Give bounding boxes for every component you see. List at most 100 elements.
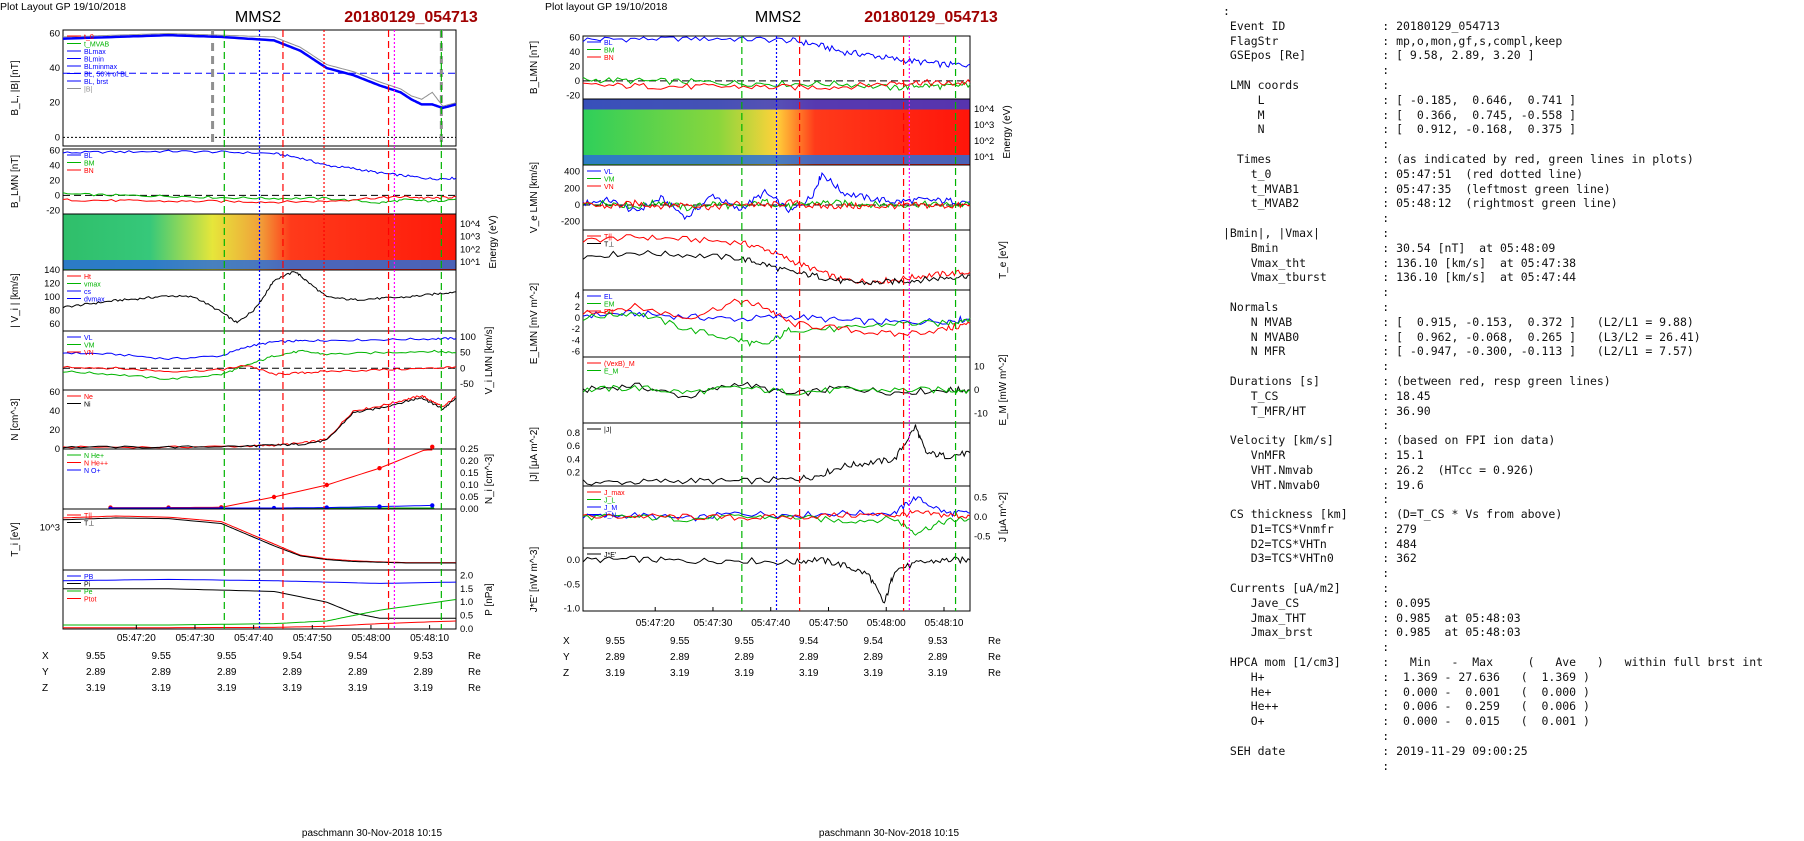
series-line-em: [582, 311, 971, 348]
series-line-t: [62, 517, 456, 564]
summary-line: Jave_CS : 0.095: [1223, 595, 1431, 610]
legend-entry: BLmin: [84, 57, 104, 64]
position-value: 2.89: [670, 652, 690, 663]
summary-line: Bmin : 30.54 [nT] at 05:48:09: [1223, 240, 1556, 255]
y-tick-label: 0.05: [460, 492, 479, 503]
position-unit: Re: [468, 651, 481, 662]
position-value: 3.19: [864, 668, 884, 679]
summary-line: N MFR : [ -0.947, -0.300, -0.113 ] (L2/L…: [1223, 344, 1694, 359]
summary-line: Currents [uA/m2] :: [1223, 581, 1390, 596]
position-value: 9.54: [348, 651, 368, 662]
legend-entry: cs: [84, 289, 92, 296]
legend-entry: BN: [84, 168, 94, 175]
legend-entry: Ptot: [84, 597, 97, 604]
energy-tick-label: 10^3: [974, 120, 994, 131]
y-tick-label: 40: [49, 63, 60, 74]
legend-entry: EN: [604, 309, 614, 316]
y-tick-label: 20: [569, 61, 580, 72]
y-tick-label: -10: [974, 409, 988, 420]
summary-line: :: [1223, 285, 1390, 300]
summary-line: T_CS : 18.45: [1223, 388, 1431, 403]
legend-entry: N O+: [84, 468, 101, 475]
y-tick-label: -0.5: [974, 531, 990, 542]
y-axis-label: E_M [mW m^-2]: [998, 354, 1009, 426]
y-axis-label: E_LMN [mV m^-2]: [529, 283, 540, 365]
legend-entry: T||: [84, 513, 92, 520]
summary-line: LMN coords :: [1223, 77, 1390, 92]
energy-tick-label: 10^4: [974, 104, 994, 115]
legend-entry: T⊥: [604, 242, 614, 249]
y-tick-label: -2: [572, 324, 580, 335]
y-axis-label: B_LMN [nT]: [10, 155, 21, 209]
position-row-label: Y: [563, 652, 570, 663]
position-row-label: Z: [42, 683, 48, 694]
y-tick-label: 0.0: [460, 624, 473, 635]
energy-tick-label: 10^2: [974, 136, 994, 147]
y-tick-label: 1.0: [460, 597, 473, 608]
y-tick-label: -20: [46, 205, 60, 216]
summary-line: T_MFR/HT : 36.90: [1223, 403, 1431, 418]
data-point: [271, 494, 277, 500]
left-plot-panel: Plot Layout GP 19/10/2018 MMS2 20180129_05…: [0, 1, 499, 839]
y-tick-label: 0: [575, 76, 580, 87]
summary-line: Jmax_brst : 0.985 at 05:48:03: [1223, 625, 1521, 640]
legend-entry: BL: [604, 40, 613, 47]
y-tick-label: 0.2: [567, 468, 580, 479]
y-tick-label: 20: [49, 425, 60, 436]
summary-line: D2=TCS*VHTn : 484: [1223, 536, 1417, 551]
summary-line: FlagStr : mp,o,mon,gf,s,compl,keep: [1223, 33, 1563, 48]
summary-line: t_MVAB1 : 05:47:35 (leftmost green line): [1223, 181, 1611, 196]
y-axis-label: N_i [cm^-3]: [484, 454, 495, 504]
footer-author-stamp: paschmann 30-Nov-2018 10:15: [302, 828, 443, 839]
position-unit: Re: [468, 683, 481, 694]
y-axis-label: V_e LMN [km/s]: [529, 162, 540, 233]
legend-entry: BLmax: [84, 49, 106, 56]
legend-entry: (VexB)_M: [604, 361, 635, 368]
y-tick-label: 60: [49, 319, 60, 330]
position-value: 3.19: [348, 683, 368, 694]
summary-line: :: [1223, 211, 1390, 226]
y-tick-label: -50: [460, 379, 474, 390]
series-line-pe: [63, 599, 457, 626]
position-value: 2.89: [799, 652, 819, 663]
legend-entry: BM: [604, 48, 615, 55]
legend-entry: J_M: [604, 505, 617, 512]
legend-entry: PB: [84, 574, 94, 581]
series-line-bm: [582, 76, 971, 91]
legend-entry: VL: [604, 169, 613, 176]
event-id-title: 20180129_054713: [344, 9, 478, 26]
position-value: 2.89: [928, 652, 948, 663]
summary-line: Vmax_tht : 136.10 [km/s] at 05:47:38: [1223, 255, 1577, 270]
legend-entry: VN: [84, 350, 94, 357]
y-tick-label: 100: [44, 292, 60, 303]
summary-line: :: [1223, 63, 1390, 78]
y-tick-label: 0: [575, 313, 580, 324]
legend-entry: |B|: [84, 87, 92, 94]
summary-line: D1=TCS*Vnmfr : 279: [1223, 521, 1417, 536]
energy-tick-label: 10^1: [974, 152, 994, 163]
y-tick-label: -20: [566, 90, 580, 101]
series-line-j: [582, 424, 971, 486]
y-tick-label: 0: [55, 444, 60, 455]
position-value: 3.19: [414, 683, 434, 694]
summary-line: Normals :: [1223, 299, 1390, 314]
y-axis-label: | V_i | [km/s]: [10, 273, 21, 328]
summary-line: HPCA mom [1/cm3] : Min - Max ( Ave ) wit…: [1223, 655, 1764, 670]
position-value: 9.55: [86, 651, 106, 662]
legend-entry: vmax: [84, 282, 101, 289]
summary-line: :: [1223, 418, 1390, 433]
position-row-label: X: [563, 636, 570, 647]
summary-line: N MVAB0 : [ 0.962, -0.068, 0.265 ] (L3/L…: [1223, 329, 1701, 344]
summary-line: VnMFR : 15.1: [1223, 447, 1424, 462]
footer-author-stamp: paschmann 30-Nov-2018 10:15: [819, 828, 960, 839]
x-tick-label: 05:47:30: [176, 633, 215, 644]
series-line-je: [582, 555, 971, 604]
x-tick-label: 05:47:20: [636, 618, 675, 629]
y-tick-label: 2.0: [460, 570, 473, 581]
y-tick-label: 0.0: [974, 512, 987, 523]
subplot-7: N He+N He++N O+ 0.250.200.150.100.050.00 N…: [62, 444, 495, 515]
y-tick-label: -1.0: [564, 604, 580, 615]
y-tick-label: 0.20: [460, 456, 479, 467]
y-tick-label: 60: [49, 145, 60, 156]
data-point: [377, 504, 382, 509]
